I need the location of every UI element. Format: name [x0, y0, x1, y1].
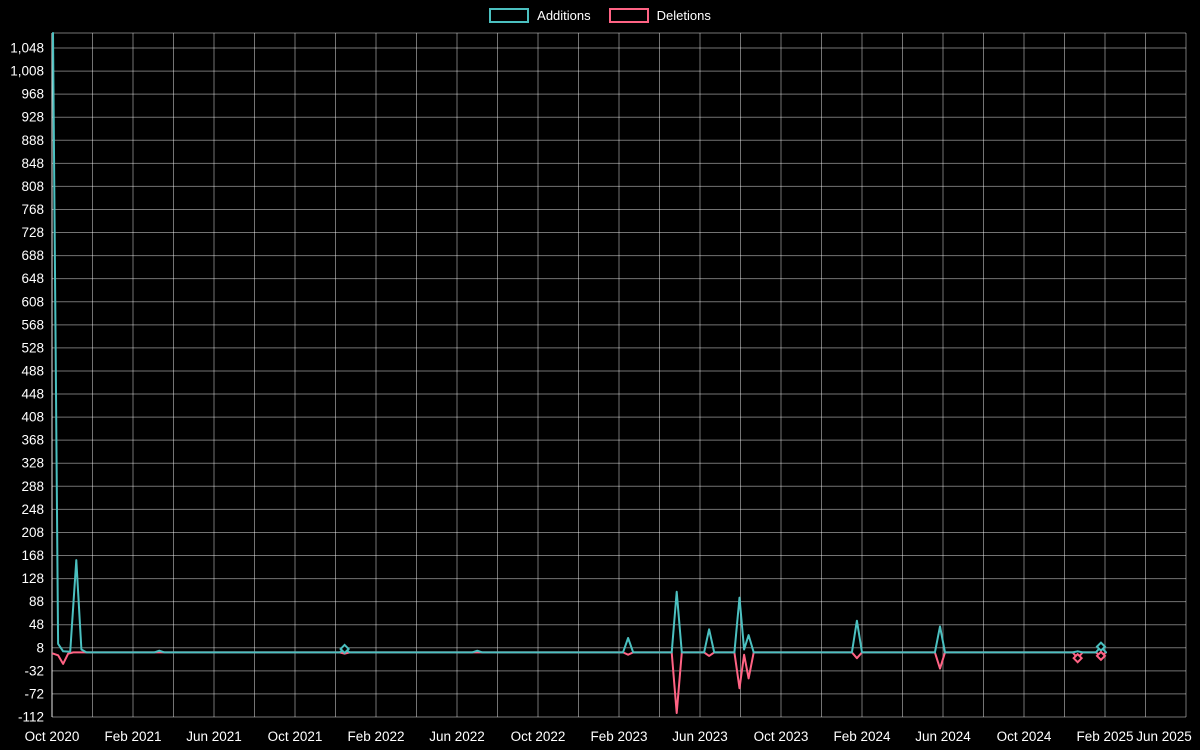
legend-item-deletions[interactable]: Deletions [608, 8, 711, 23]
y-tick-label: -32 [24, 663, 44, 678]
deletions-swatch [608, 8, 649, 23]
legend-label-deletions: Deletions [656, 8, 711, 23]
y-tick-label: 888 [21, 133, 44, 148]
x-tick-label: Feb 2025 [1076, 729, 1133, 744]
x-tick-label: Feb 2022 [347, 729, 404, 744]
x-tick-label: Jun 2024 [915, 729, 971, 744]
y-tick-label: 208 [21, 525, 44, 540]
y-tick-label: 808 [21, 179, 44, 194]
x-tick-label: Oct 2020 [25, 729, 80, 744]
x-tick-label: Oct 2021 [268, 729, 323, 744]
x-tick-label: Oct 2022 [511, 729, 566, 744]
y-tick-label: 1,008 [10, 64, 44, 79]
y-tick-label: 48 [29, 617, 44, 632]
y-tick-label: 368 [21, 433, 44, 448]
x-tick-label: Jun 2021 [186, 729, 242, 744]
x-tick-label: Oct 2023 [754, 729, 809, 744]
x-tick-label: Jun 2022 [429, 729, 485, 744]
x-tick-label: Feb 2023 [590, 729, 647, 744]
y-tick-label: 128 [21, 571, 44, 586]
y-tick-label: 488 [21, 363, 44, 378]
x-tick-label: Feb 2024 [833, 729, 891, 744]
x-tick-label: Jun 2023 [672, 729, 728, 744]
y-tick-label: 608 [21, 294, 44, 309]
y-tick-label: 288 [21, 479, 44, 494]
deletions-line [52, 651, 1107, 714]
y-tick-label: -112 [18, 710, 44, 725]
y-tick-label: -72 [24, 686, 44, 701]
y-tick-label: 688 [21, 248, 44, 263]
y-tick-label: 768 [21, 202, 44, 217]
y-tick-label: 648 [21, 271, 44, 286]
legend-item-additions[interactable]: Additions [489, 8, 591, 23]
deletions-point-marker [1072, 652, 1084, 664]
y-tick-label: 328 [21, 456, 44, 471]
x-tick-label: Oct 2024 [997, 729, 1052, 744]
deletions-point-marker [1095, 650, 1107, 662]
x-tick-label: Feb 2021 [104, 729, 161, 744]
legend-label-additions: Additions [537, 8, 591, 23]
y-tick-label: 248 [21, 502, 44, 517]
y-tick-label: 8 [36, 640, 44, 655]
y-tick-label: 168 [21, 548, 44, 563]
y-tick-label: 1,048 [10, 40, 44, 55]
y-tick-label: 528 [21, 340, 44, 355]
additions-line [52, 32, 1107, 654]
y-tick-label: 568 [21, 317, 44, 332]
additions-point-marker [339, 643, 351, 655]
y-tick-label: 848 [21, 156, 44, 171]
y-tick-label: 448 [21, 387, 44, 402]
y-tick-label: 408 [21, 410, 44, 425]
additions-swatch [489, 8, 530, 23]
y-tick-label: 728 [21, 225, 44, 240]
y-tick-label: 928 [21, 110, 44, 125]
y-tick-label: 88 [29, 594, 44, 609]
x-tick-label: Jun 2025 [1136, 729, 1192, 744]
chart-legend: Additions Deletions [0, 8, 1200, 23]
y-tick-label: 968 [21, 87, 44, 102]
